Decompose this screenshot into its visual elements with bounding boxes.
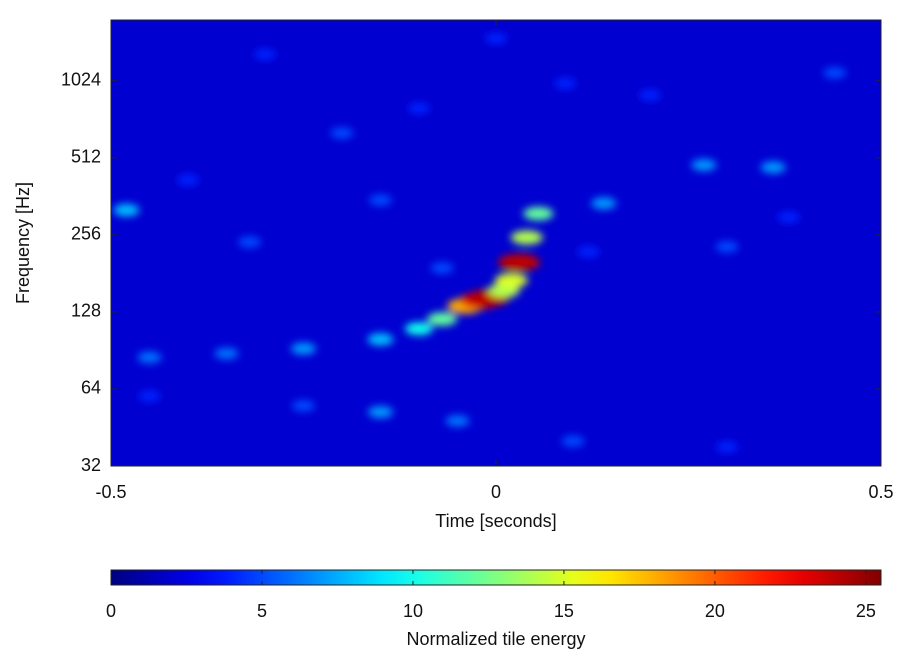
tile [691,158,717,172]
x-tick-label: 0.5 [868,482,893,502]
heatmap-background [111,20,881,466]
tile [254,48,276,60]
colorbar-tick-label: 25 [856,601,876,621]
y-tick-label: 128 [71,301,101,321]
tile [716,441,738,453]
tile [427,312,458,326]
y-tick-label: 32 [81,455,101,475]
tile [368,405,393,419]
tile [238,236,262,248]
colorbar [110,569,882,586]
tile [137,351,162,364]
x-tick-label: 0 [491,482,501,502]
y-tick-label: 256 [71,224,101,244]
y-tick-label: 64 [81,378,101,398]
y-tick-label: 1024 [61,70,101,90]
tile [561,435,585,447]
tile [823,67,847,79]
tile [291,342,316,355]
tile [639,89,661,101]
tile [494,273,528,288]
tile [510,230,543,245]
tile [405,322,433,336]
tile [430,262,454,274]
tile [445,415,470,427]
tile [498,253,541,271]
colorbar-tick-label: 20 [705,601,725,621]
tile [113,203,140,217]
colorbar-tick-label: 10 [403,601,423,621]
tile [715,241,739,253]
y-axis-label: Frequency [Hz] [13,182,33,304]
heatmap-tiles [113,32,847,453]
tile [177,174,199,186]
colorbar-label: Normalized tile energy [406,629,585,649]
colorbar-tick-label: 15 [554,601,574,621]
tile [777,211,800,223]
tile [591,197,617,210]
tile [554,77,577,90]
tile [330,127,354,139]
tile [485,32,507,44]
x-axis-label: Time [seconds] [435,511,556,531]
tile [577,246,600,258]
tile [138,390,161,402]
tile [292,400,315,412]
colorbar-tick-label: 0 [106,601,116,621]
colorbar-tick-label: 5 [257,601,267,621]
heatmap [111,20,881,466]
x-tick-label: -0.5 [95,482,126,502]
y-tick-label: 512 [71,147,101,167]
tile [369,194,392,206]
tile [408,102,430,114]
tile [214,347,239,360]
tile [367,333,394,346]
tile [523,206,554,221]
tile [760,161,786,174]
